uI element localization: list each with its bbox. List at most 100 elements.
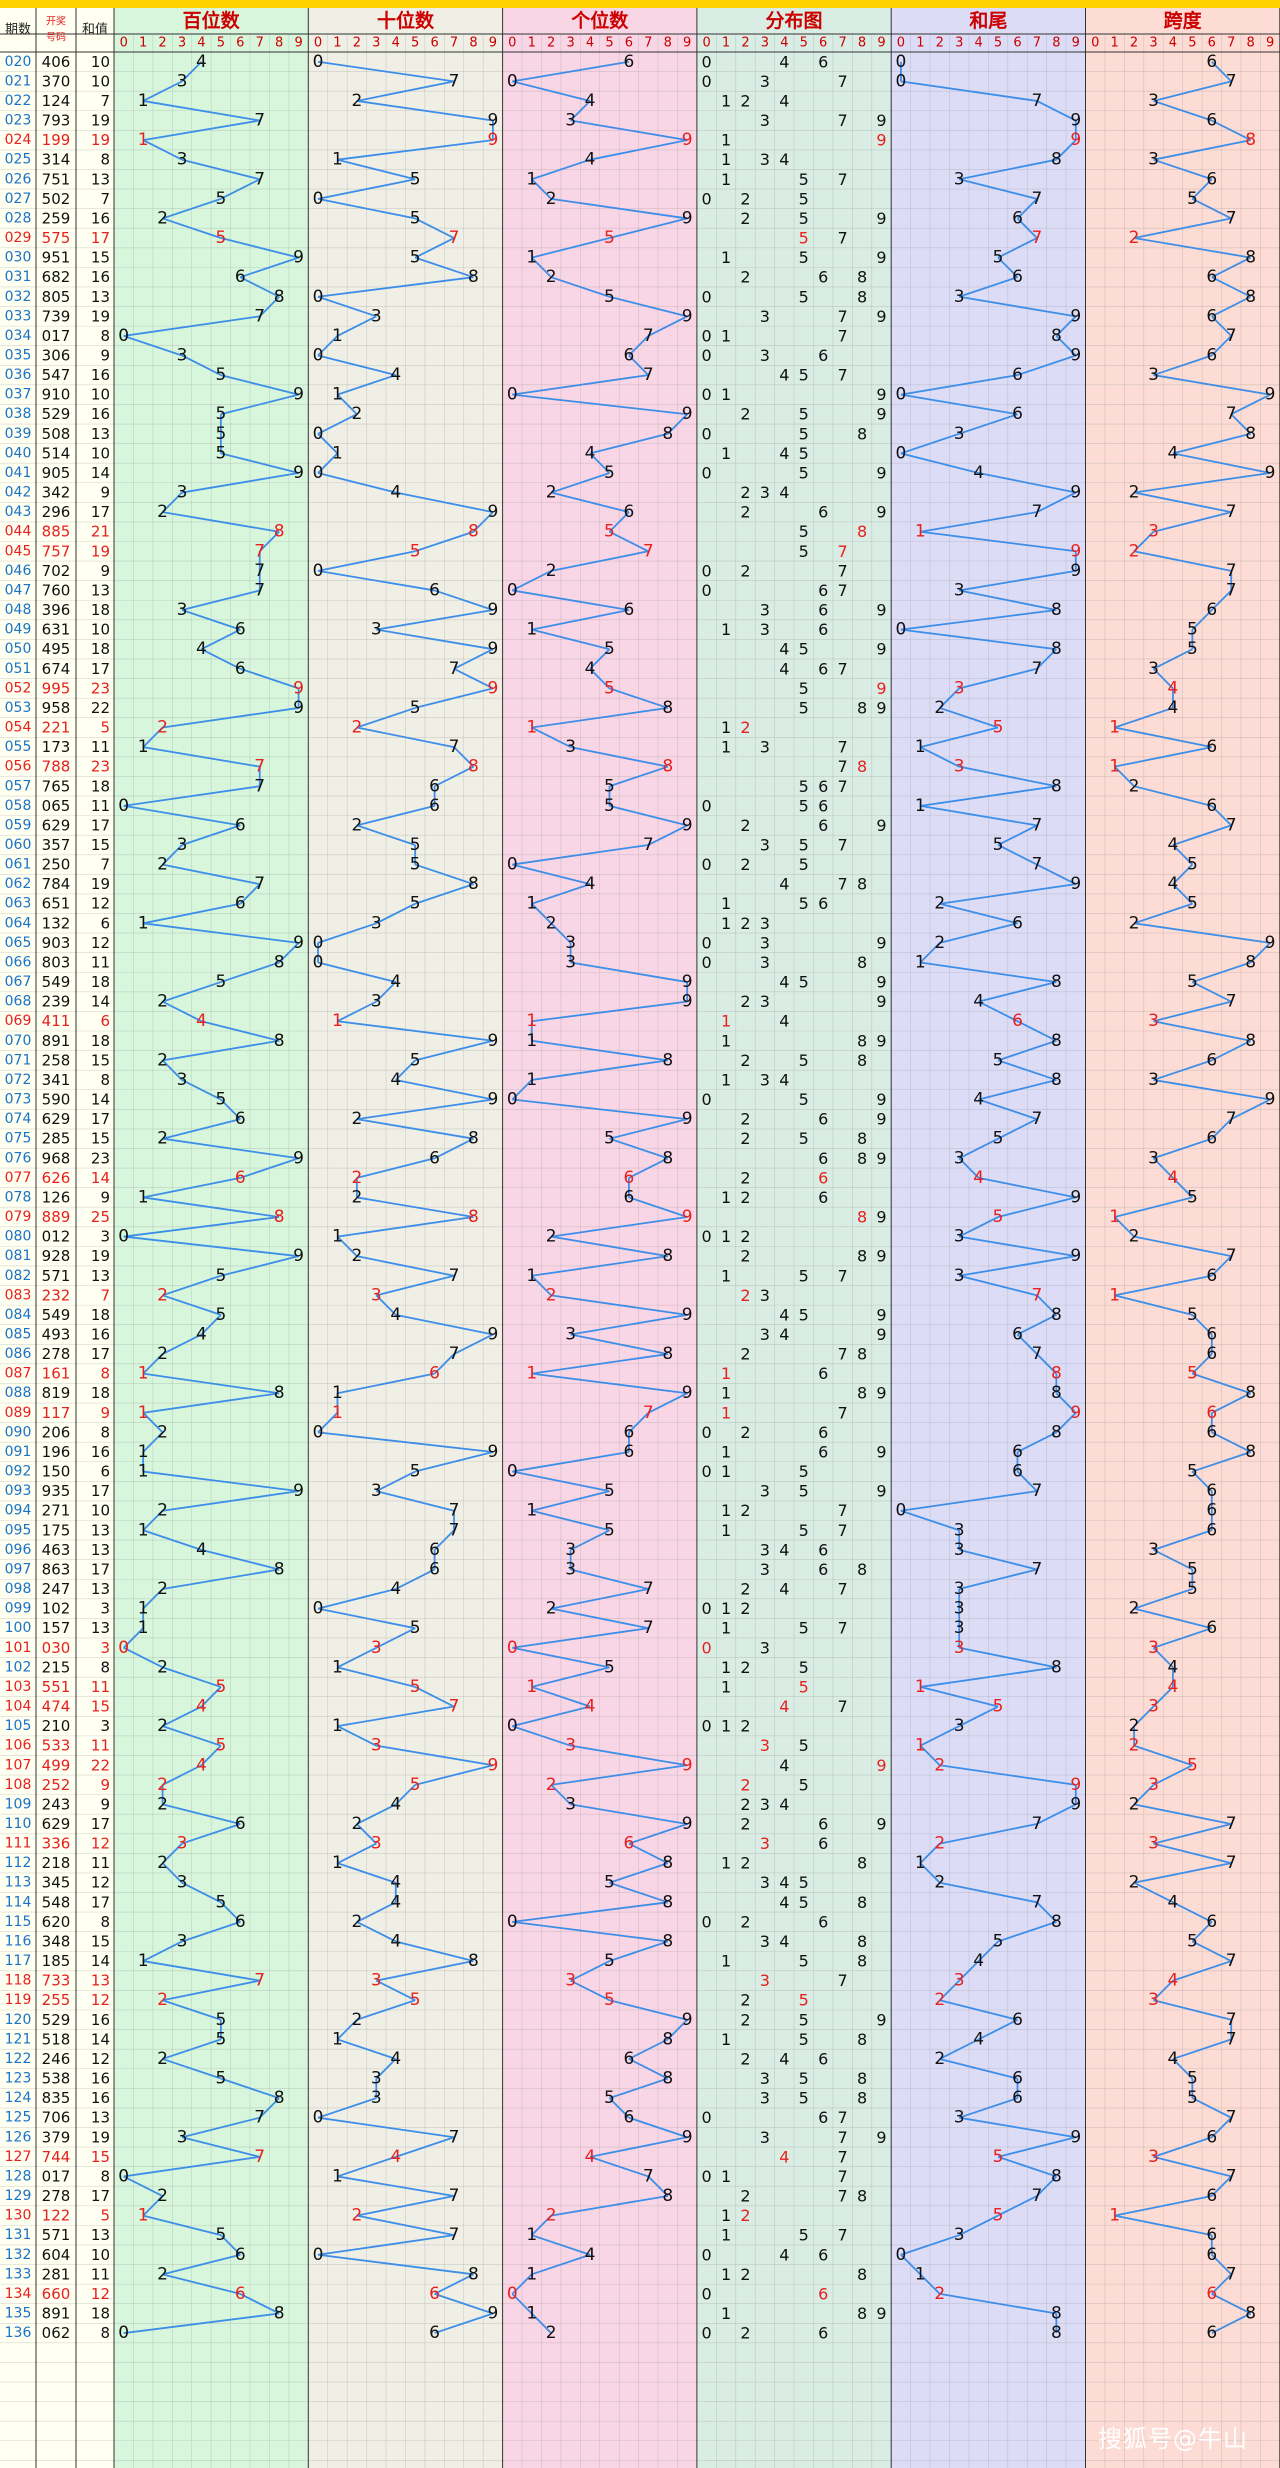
span-point: 2	[1129, 776, 1140, 796]
draw-number: 660	[42, 2285, 71, 2303]
tens-point: 5	[410, 698, 421, 718]
distribution-digit: 6	[818, 2284, 828, 2303]
units-point: 2	[546, 483, 557, 503]
hundreds-trend-segment	[240, 256, 299, 279]
distribution-digit: 8	[857, 1932, 867, 1951]
hundreds-trend-segment	[162, 1568, 280, 1590]
draw-number: 199	[42, 131, 71, 149]
period-label: 022	[5, 93, 32, 109]
hundreds-point: 1	[138, 737, 149, 757]
units-point: 3	[565, 1559, 576, 1579]
units-point: 4	[585, 1697, 596, 1717]
draw-number: 788	[42, 758, 71, 776]
tens-trend-segment	[317, 197, 416, 220]
period-label: 103	[5, 1679, 32, 1695]
tens-point: 8	[468, 522, 479, 542]
tens-point: 5	[410, 1775, 421, 1795]
sum-tail-point: 3	[954, 1520, 965, 1540]
tens-trend-segment	[414, 687, 494, 709]
span-point: 8	[1245, 248, 1256, 268]
units-point: 5	[604, 463, 615, 483]
span-trend-segment	[1211, 256, 1252, 278]
hundreds-trend-segment	[259, 296, 280, 317]
span-point: 6	[1206, 1618, 1217, 1638]
units-point: 9	[682, 404, 693, 424]
tens-point: 5	[410, 208, 421, 228]
sum-value: 13	[91, 288, 110, 306]
distribution-digit: 4	[779, 1756, 789, 1775]
distribution-digit: 9	[876, 1756, 886, 1775]
sum-value: 12	[91, 934, 110, 952]
distribution-digit: 6	[818, 894, 828, 913]
period-label: 061	[5, 857, 32, 873]
sum-value: 13	[91, 1267, 110, 1285]
tens-trend-segment	[356, 80, 455, 102]
units-trend-segment	[628, 335, 649, 357]
tens-trend-segment	[317, 2234, 455, 2256]
units-trend-segment	[512, 1901, 668, 1923]
sum-value: 11	[91, 953, 110, 971]
hundreds-point: 5	[215, 1892, 226, 1912]
distribution-digit: 7	[838, 875, 848, 894]
period-label: 127	[5, 2149, 32, 2165]
units-trend-segment	[531, 1372, 688, 1395]
sum-tail-trend-segment	[958, 2214, 999, 2236]
sum-tail-trend-segment	[920, 1666, 1057, 1688]
units-point: 8	[662, 698, 673, 718]
distribution-digit: 0	[702, 1599, 712, 1618]
sum-value: 7	[100, 190, 110, 208]
sum-tail-point: 3	[954, 1971, 965, 1991]
distribution-digit: 7	[838, 561, 848, 580]
sum-tail-trend-segment	[1055, 1412, 1077, 1434]
tens-point: 2	[351, 1246, 362, 1266]
tens-point: 5	[410, 541, 421, 561]
sum-tail-trend-segment	[959, 589, 1057, 611]
span-point: 3	[1148, 1990, 1159, 2010]
distribution-digit: 8	[857, 757, 867, 776]
distribution-digit: 5	[799, 444, 809, 463]
span-trend-segment	[1211, 1431, 1252, 1453]
units-trend-segment	[512, 374, 649, 396]
units-point: 5	[604, 776, 615, 796]
hundreds-trend-segment	[162, 1000, 202, 1023]
period-label: 115	[5, 1914, 32, 1930]
hundreds-trend-segment	[162, 1979, 260, 2002]
draw-number: 744	[42, 2148, 71, 2166]
digit-header-5-6: 6	[1208, 36, 1216, 51]
span-trend-segment	[1114, 746, 1212, 768]
tens-point: 0	[313, 933, 324, 953]
units-trend-segment	[512, 1098, 688, 1121]
span-trend-segment	[1153, 2136, 1213, 2158]
span-point: 3	[1148, 659, 1159, 679]
distribution-digit: 1	[721, 385, 731, 404]
period-label: 083	[5, 1287, 32, 1303]
hundreds-point: 7	[254, 169, 265, 189]
distribution-digit: 7	[838, 2226, 848, 2245]
distribution-digit: 5	[799, 1521, 809, 1540]
units-trend-segment	[512, 1627, 649, 1649]
hundreds-point: 9	[293, 678, 304, 698]
hundreds-trend-segment	[220, 374, 299, 396]
digit-header-3-0: 0	[702, 36, 710, 51]
hundreds-point: 6	[235, 267, 246, 287]
sum-value: 19	[91, 542, 110, 560]
span-point: 2	[1129, 913, 1140, 933]
tens-trend-segment	[434, 589, 494, 611]
distribution-digit: 3	[760, 953, 770, 972]
sum-tail-trend-segment	[900, 374, 1018, 396]
span-point: 2	[1129, 541, 1140, 561]
units-trend-segment	[647, 2175, 669, 2197]
span-trend-segment	[1153, 1627, 1213, 1649]
span-point: 9	[1265, 933, 1276, 953]
hundreds-point: 2	[157, 1501, 168, 1521]
distribution-digit: 2	[740, 1423, 750, 1442]
units-trend-segment	[609, 687, 669, 709]
draw-number: 185	[42, 1952, 71, 1970]
hundreds-trend-segment	[201, 648, 241, 670]
tens-point: 1	[332, 326, 343, 346]
distribution-digit: 4	[779, 640, 789, 659]
distribution-digit: 3	[760, 1638, 770, 1657]
sum-tail-trend-segment	[958, 2097, 1018, 2119]
units-trend-segment	[531, 628, 610, 651]
